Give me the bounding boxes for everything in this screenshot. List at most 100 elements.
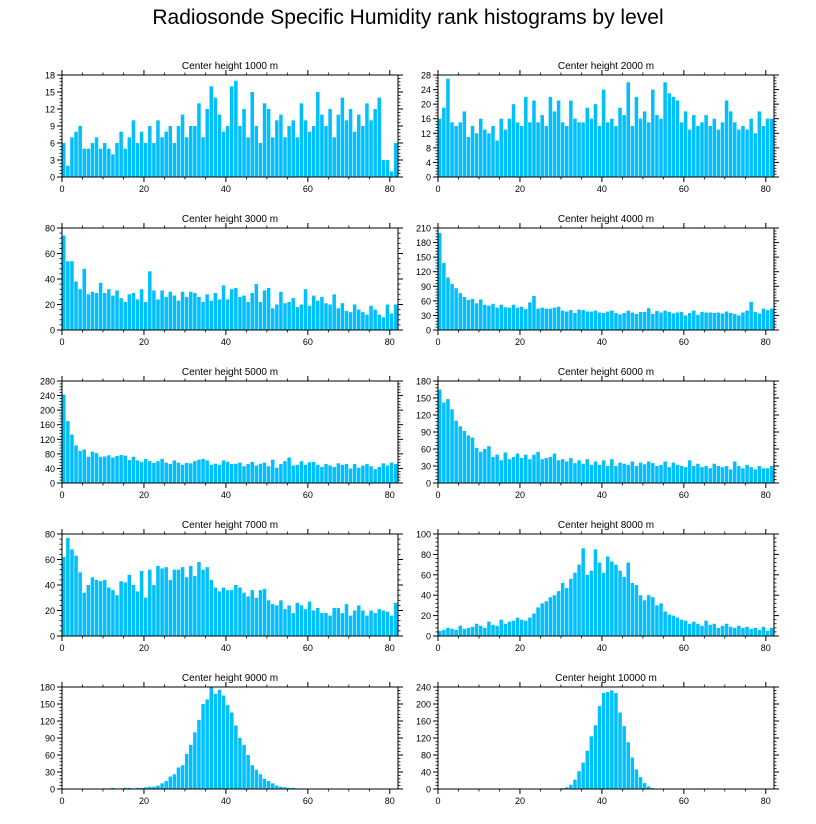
histogram-bar <box>638 462 643 483</box>
histogram-bar <box>332 607 336 636</box>
histogram-bar <box>569 458 573 483</box>
histogram-bar <box>560 310 565 330</box>
histogram-bar <box>115 290 119 330</box>
histogram-bar <box>221 695 226 789</box>
histogram-bar <box>340 464 345 483</box>
histogram-bar <box>193 461 197 483</box>
histogram-bar <box>761 308 766 330</box>
histogram-bar <box>687 460 692 483</box>
histogram-bar <box>606 122 610 177</box>
histogram-bar <box>291 120 295 177</box>
histogram-bar <box>540 459 544 483</box>
histogram-bar <box>152 462 156 483</box>
histogram-bar <box>593 310 598 330</box>
histogram-bar <box>524 309 528 330</box>
histogram-bar <box>361 465 365 483</box>
histogram-bar <box>761 468 766 483</box>
histogram-bar <box>671 96 676 177</box>
histogram-bar <box>209 687 214 789</box>
histogram-bar <box>646 786 651 789</box>
histogram-bar <box>336 114 341 177</box>
histogram-bar <box>238 587 242 636</box>
histogram-bar <box>704 115 708 177</box>
histogram-bar <box>757 466 762 483</box>
histogram-bar <box>90 291 95 330</box>
histogram-bar <box>303 120 308 177</box>
histogram-bar <box>581 463 585 483</box>
histogram-bar <box>291 613 295 636</box>
y-tick-label: 0 <box>50 785 55 795</box>
histogram-bar <box>683 111 688 177</box>
histogram-bar <box>651 463 655 483</box>
histogram-bar <box>458 426 462 483</box>
histogram-bar <box>589 311 594 330</box>
histogram-bar <box>205 567 209 636</box>
x-tick-label: 0 <box>435 643 440 653</box>
histogram-bar <box>234 80 238 177</box>
histogram-bar <box>94 579 99 636</box>
histogram-bar <box>757 111 762 177</box>
histogram-bar <box>258 590 263 636</box>
histogram-bar <box>311 126 316 177</box>
histogram-bar <box>160 290 164 330</box>
y-tick-label: 12 <box>421 129 431 139</box>
histogram-bar <box>205 460 209 483</box>
histogram-bar <box>581 310 585 330</box>
histogram-bar <box>601 313 606 330</box>
x-tick-label: 80 <box>761 490 771 500</box>
histogram-bar <box>225 126 230 177</box>
histogram-bar <box>675 617 680 636</box>
histogram-bar <box>291 465 295 483</box>
histogram-bar <box>556 306 561 330</box>
histogram-bar <box>507 459 512 483</box>
histogram-bar <box>164 462 168 483</box>
histogram-bar <box>90 451 95 483</box>
histogram-bar <box>123 148 127 177</box>
histogram-bar <box>745 129 749 177</box>
histogram-bar <box>565 311 569 330</box>
histogram-bar <box>622 463 626 483</box>
histogram-bar <box>156 120 160 177</box>
histogram-bar <box>119 454 123 483</box>
histogram-bar <box>381 160 386 177</box>
histogram-bar <box>131 120 136 177</box>
histogram-bar <box>270 604 275 637</box>
histogram-bar <box>487 621 491 636</box>
histogram-bar <box>156 461 160 483</box>
histogram-bar <box>197 103 201 177</box>
histogram-bar <box>66 537 70 636</box>
histogram-bar <box>577 771 581 789</box>
histogram-bar <box>466 136 471 177</box>
histogram-bar <box>499 460 503 483</box>
histogram-bar <box>311 295 316 330</box>
x-tick-label: 20 <box>139 184 149 194</box>
histogram-bar <box>205 699 209 789</box>
histogram-bar <box>536 607 540 636</box>
histogram-bar <box>749 628 753 636</box>
histogram-bar <box>250 590 254 636</box>
x-tick-label: 40 <box>221 184 231 194</box>
histogram-bar <box>135 299 140 330</box>
histogram-bar <box>724 623 729 636</box>
histogram-bar <box>483 449 487 483</box>
histogram-bar <box>123 787 127 789</box>
histogram-bar <box>189 565 193 637</box>
histogram-bar <box>197 562 201 636</box>
x-tick-label: 0 <box>59 490 64 500</box>
histogram-bar <box>283 303 287 330</box>
histogram-bar <box>373 309 377 330</box>
histogram-bar <box>573 313 577 330</box>
x-tick-label: 40 <box>597 337 607 347</box>
histogram-bar <box>532 100 536 177</box>
y-tick-label: 160 <box>416 717 431 727</box>
histogram-panel-10: Center height 10000 m 0 20 40 60 80 0 40 80 120 16… <box>416 673 779 806</box>
histogram-bar <box>230 86 234 177</box>
histogram-bar <box>250 461 254 483</box>
histogram-bar <box>638 118 643 177</box>
histogram-bar <box>454 420 458 483</box>
histogram-bar <box>663 611 667 636</box>
histogram-bar <box>98 456 103 483</box>
histogram-bar <box>135 460 140 483</box>
x-tick-label: 20 <box>515 796 525 806</box>
histogram-bar <box>552 111 557 177</box>
